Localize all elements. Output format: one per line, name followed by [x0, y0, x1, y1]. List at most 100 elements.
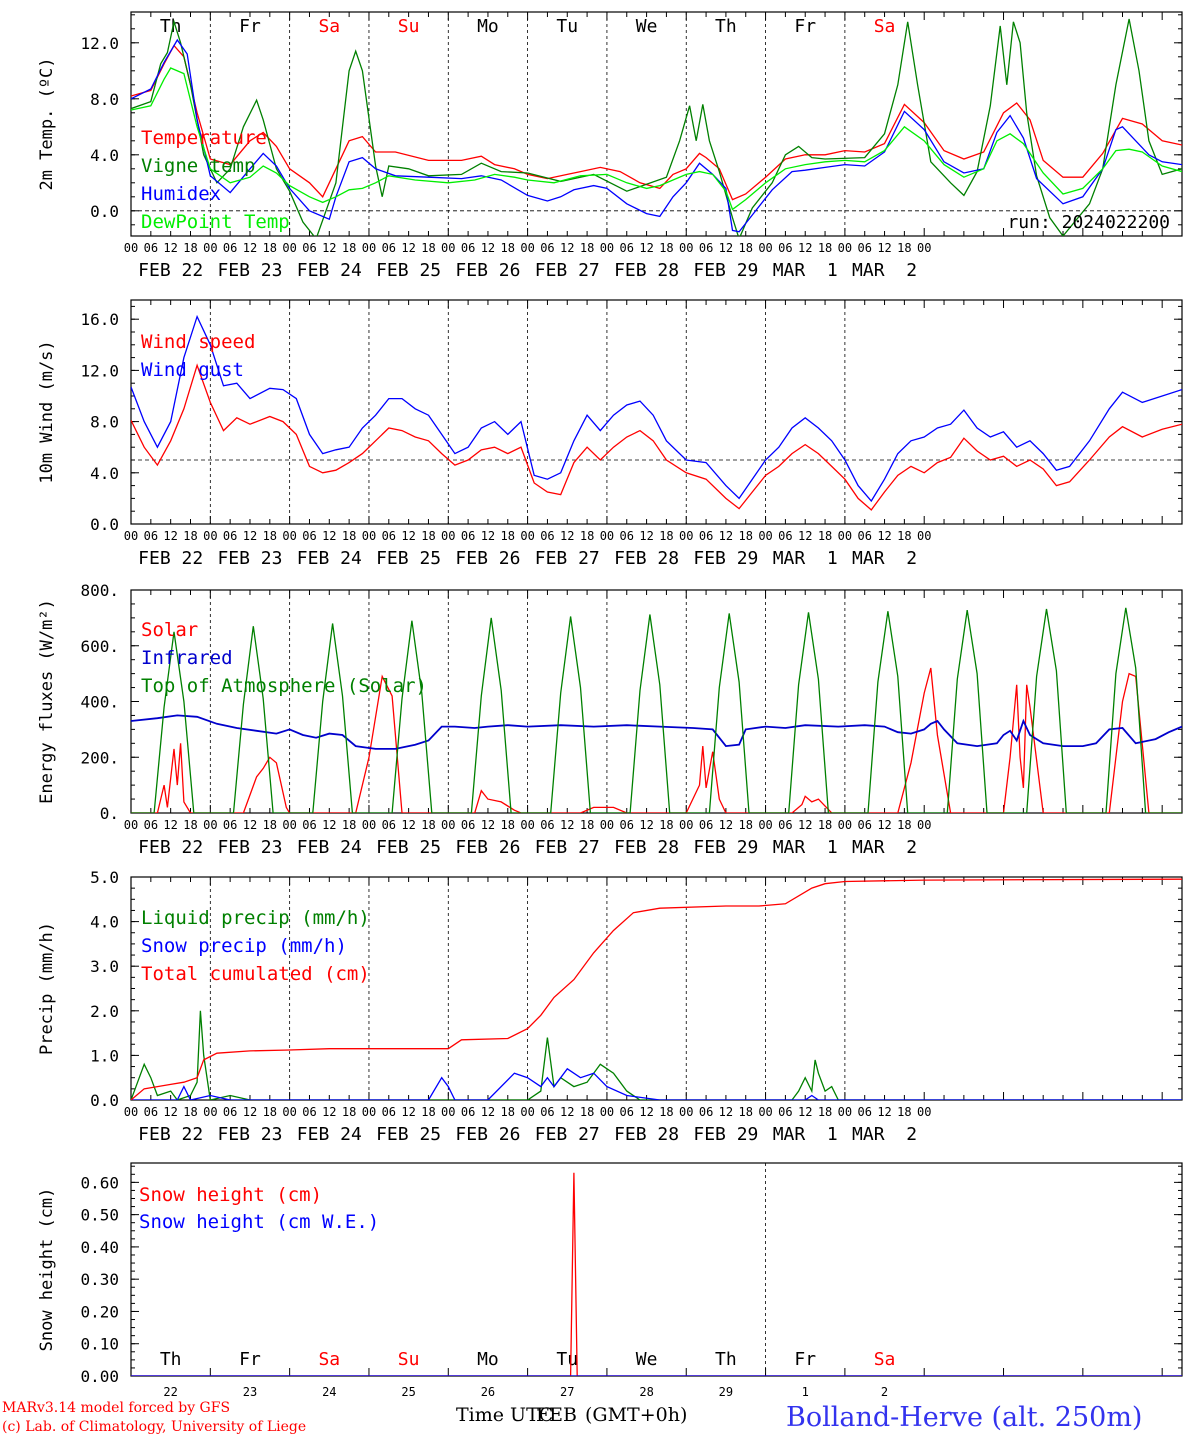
- day-number-label: 1: [802, 1385, 809, 1399]
- weekday-label: Sa: [318, 16, 340, 37]
- hour-tick-label: 12: [798, 241, 812, 255]
- date-label: FEB 27: [535, 260, 600, 281]
- hour-tick-label: 12: [877, 241, 891, 255]
- series-line-wind-speed: [131, 363, 1182, 511]
- date-label: FEB 24: [297, 260, 362, 281]
- hour-tick-label: 12: [719, 1105, 733, 1119]
- hour-tick-label: 00: [758, 1105, 772, 1119]
- panel-3: 00 06 12 18 00 06 12 18 00 06 12 18 00 06 12 18 00 06 12 18…: [37, 581, 1183, 858]
- hour-tick-label: 18: [739, 1105, 753, 1119]
- hour-tick-label: 18: [342, 818, 356, 832]
- hour-tick-label: 00: [758, 241, 772, 255]
- hour-tick-label: 00: [600, 1105, 614, 1119]
- hour-tick-label: 00: [203, 529, 217, 543]
- y-tick-label: 5.0: [90, 868, 119, 887]
- date-label: FEB 27: [535, 1124, 600, 1145]
- hour-tick-label: 00: [362, 818, 376, 832]
- hour-tick-label: 06: [302, 241, 316, 255]
- hour-tick-label: 06: [857, 818, 871, 832]
- hour-tick-label: 06: [461, 241, 475, 255]
- hour-tick-label: 12: [163, 529, 177, 543]
- hour-tick-label: 00: [282, 241, 296, 255]
- hour-tick-label: 18: [659, 1105, 673, 1119]
- hour-tick-label: 06: [620, 529, 634, 543]
- weekday-label: We: [636, 1349, 658, 1370]
- hour-tick-label: 06: [223, 818, 237, 832]
- hour-tick-label: 18: [263, 818, 277, 832]
- hour-tick-label: 00: [520, 241, 534, 255]
- plot-frame: [130, 299, 1183, 525]
- hour-tick-label: 00: [917, 1105, 931, 1119]
- hour-tick-label: 12: [243, 1105, 257, 1119]
- date-label: MAR 2: [852, 837, 917, 858]
- weekday-label: Fr: [794, 16, 816, 37]
- day-number-label: 27: [560, 1385, 574, 1399]
- day-number-label: 2: [881, 1385, 888, 1399]
- hour-tick-label: 12: [798, 529, 812, 543]
- day-number-label: 26: [481, 1385, 495, 1399]
- legend-entry: DewPoint Temp: [141, 211, 290, 233]
- hour-tick-label: 12: [798, 1105, 812, 1119]
- hour-tick-label: 06: [778, 818, 792, 832]
- hour-tick-label: 12: [481, 529, 495, 543]
- hour-tick-label: 06: [382, 241, 396, 255]
- hour-tick-label: 00: [282, 529, 296, 543]
- hour-tick-label: 00: [282, 818, 296, 832]
- hour-tick-label: 06: [857, 1105, 871, 1119]
- hour-tick-label: 12: [243, 529, 257, 543]
- hour-tick-label: 12: [877, 818, 891, 832]
- hour-tick-label: 06: [540, 818, 554, 832]
- hour-tick-label: 12: [322, 1105, 336, 1119]
- hour-tick-label: 00: [362, 529, 376, 543]
- hour-tick-label: 06: [223, 529, 237, 543]
- hour-tick-label: 06: [699, 241, 713, 255]
- hour-tick-label: 06: [540, 1105, 554, 1119]
- y-tick-label: 12.0: [80, 34, 119, 53]
- legend-entry: Total cumulated (cm): [141, 963, 370, 985]
- weekday-label: Su: [398, 16, 420, 37]
- weekday-label: Su: [398, 1349, 420, 1370]
- hour-tick-label: 12: [243, 241, 257, 255]
- hour-tick-label: 12: [639, 818, 653, 832]
- y-tick-label: 0.: [100, 804, 119, 823]
- legend-entry: Top of Atmosphere (Solar): [141, 675, 427, 697]
- date-label: FEB 26: [455, 1124, 520, 1145]
- hour-tick-label: 12: [560, 1105, 574, 1119]
- hour-tick-label: 06: [144, 818, 158, 832]
- hour-tick-label: 00: [758, 818, 772, 832]
- date-label: FEB 22: [138, 837, 203, 858]
- hour-tick-label: 12: [877, 529, 891, 543]
- hour-tick-label: 18: [501, 818, 515, 832]
- date-label: FEB 23: [217, 260, 282, 281]
- y-tick-label: 0.00: [80, 1367, 119, 1386]
- hour-tick-label: 18: [501, 1105, 515, 1119]
- hour-tick-label: 12: [719, 529, 733, 543]
- series-line-top-of-atmosphere-solar-: [131, 607, 1182, 813]
- series-line-humidex: [131, 38, 1182, 233]
- plot-frame: [130, 589, 1183, 814]
- date-label: FEB 23: [217, 548, 282, 569]
- day-number-label: 24: [322, 1385, 336, 1399]
- hour-tick-label: 12: [322, 241, 336, 255]
- date-label: FEB 26: [455, 837, 520, 858]
- legend-entry: Snow precip (mm/h): [141, 935, 347, 957]
- day-number-label: 29: [719, 1385, 733, 1399]
- y-tick-label: 0.0: [90, 1091, 119, 1110]
- hour-tick-label: 12: [163, 1105, 177, 1119]
- date-label: FEB 29: [693, 260, 758, 281]
- hour-tick-label: 18: [421, 241, 435, 255]
- y-tick-label: 8.0: [90, 413, 119, 432]
- hour-tick-label: 00: [203, 241, 217, 255]
- hour-tick-label: 18: [580, 1105, 594, 1119]
- date-label: FEB 24: [297, 1124, 362, 1145]
- y-tick-label: 800.: [80, 581, 119, 600]
- hour-tick-label: 12: [560, 241, 574, 255]
- hour-tick-label: 00: [362, 241, 376, 255]
- y-tick-label: 0.50: [80, 1206, 119, 1225]
- hour-tick-label: 06: [144, 529, 158, 543]
- series-line-snow-precip-mm-h-: [131, 1067, 1182, 1100]
- hour-tick-label: 18: [342, 1105, 356, 1119]
- y-axis-label: Energy fluxes (W/m²): [37, 599, 57, 804]
- hour-tick-label: 18: [263, 1105, 277, 1119]
- date-label: FEB 22: [138, 260, 203, 281]
